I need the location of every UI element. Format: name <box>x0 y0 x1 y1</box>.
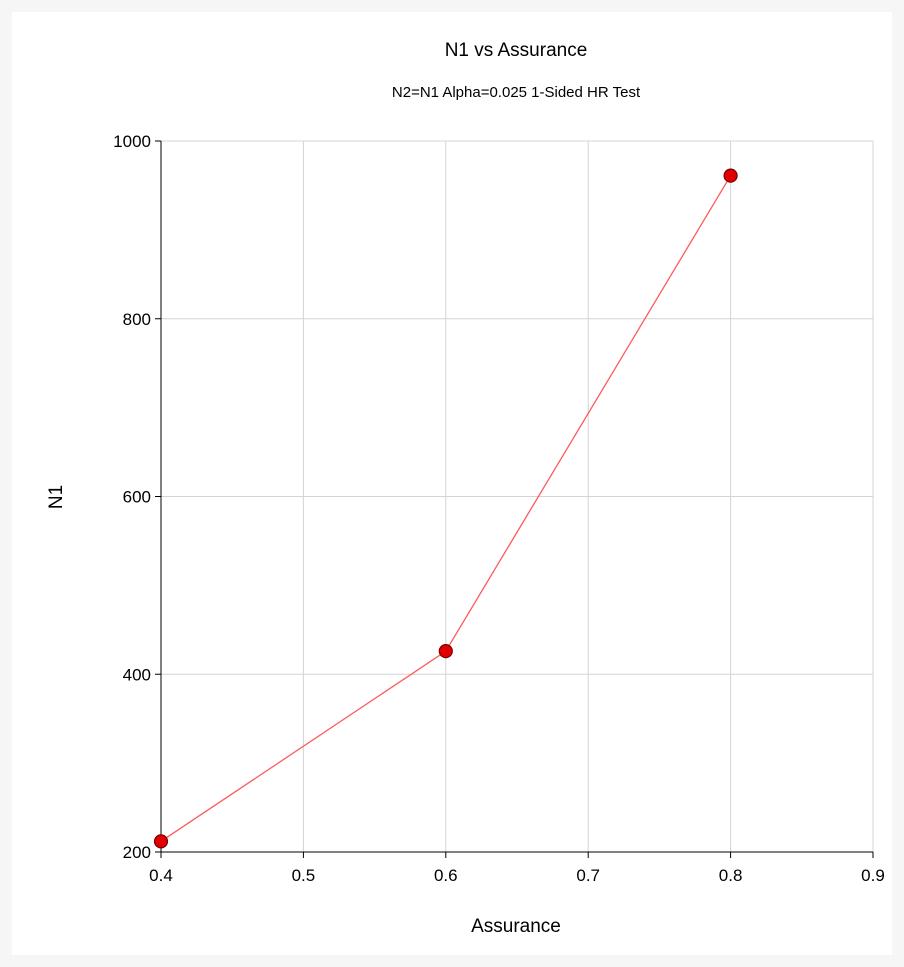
x-tick-label: 0.5 <box>292 866 316 885</box>
chart-subtitle: N2=N1 Alpha=0.025 1-Sided HR Test <box>392 84 641 101</box>
x-tick-label: 0.7 <box>576 866 600 885</box>
y-tick-label: 400 <box>123 665 151 684</box>
y-axis-label: N1 <box>46 485 67 509</box>
x-tick-label: 0.9 <box>861 866 885 885</box>
y-tick-label: 600 <box>123 488 151 507</box>
data-point <box>723 168 738 183</box>
data-point <box>438 644 453 659</box>
y-tick-label: 200 <box>123 843 151 862</box>
x-tick-label: 0.6 <box>434 866 458 885</box>
chart-panel <box>12 12 892 955</box>
y-tick-label: 1000 <box>113 132 151 151</box>
data-series <box>153 168 738 849</box>
gridlines <box>161 140 874 852</box>
y-tick-label: 800 <box>123 310 151 329</box>
axes <box>155 140 874 858</box>
tick-labels: 0.4 0.5 0.6 0.7 0.8 0.9 200 400 600 800 1000 <box>113 132 885 885</box>
x-axis-label: Assurance <box>471 916 561 937</box>
data-point <box>153 834 169 849</box>
x-tick-label: 0.4 <box>149 866 173 885</box>
chart-title: N1 vs Assurance <box>445 40 588 61</box>
x-tick-label: 0.8 <box>719 866 743 885</box>
